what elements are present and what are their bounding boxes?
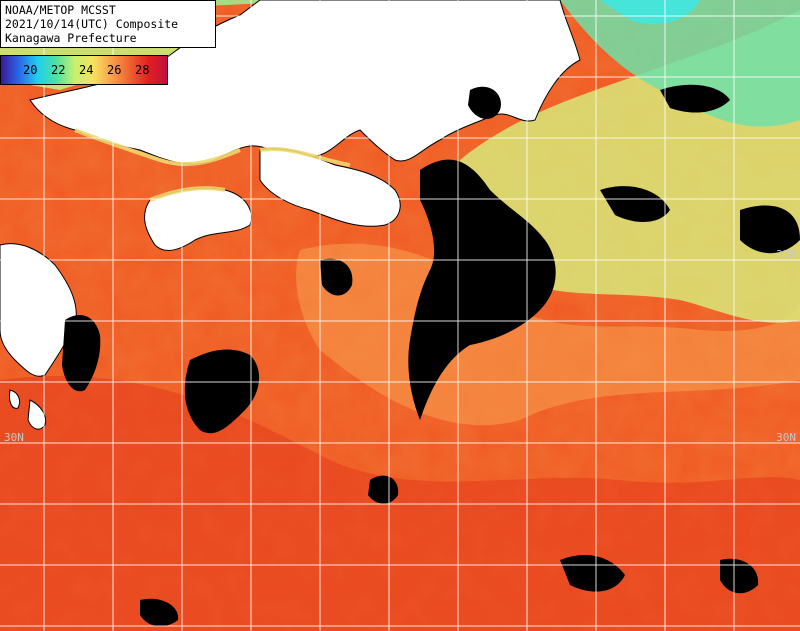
lat-label-30n-right: 30N — [776, 431, 796, 444]
title-box: NOAA/METOP MCSST 2021/10/14(UTC) Composi… — [0, 0, 216, 48]
temperature-scale: 20 22 24 26 28 — [0, 55, 168, 85]
scale-gradient — [1, 56, 167, 84]
title-line-2: 2021/10/14(UTC) Composite — [5, 17, 179, 31]
chubu-land — [259, 148, 401, 227]
lat-label-33n-right: 33N — [776, 248, 796, 261]
scale-tick-26: 26 — [107, 63, 122, 77]
scale-tick-28: 28 — [135, 63, 150, 77]
kyushu-land — [0, 243, 77, 377]
lat-label-30n-left: 30N — [4, 431, 24, 444]
cloud-cover — [62, 84, 800, 627]
scale-tick-22: 22 — [51, 63, 66, 77]
scale-tick-24: 24 — [79, 63, 94, 77]
title-line-3: Kanagawa Prefecture — [5, 31, 137, 45]
scale-tick-20: 20 — [23, 63, 38, 77]
land — [0, 0, 581, 430]
title-line-1: NOAA/METOP MCSST — [5, 3, 116, 17]
